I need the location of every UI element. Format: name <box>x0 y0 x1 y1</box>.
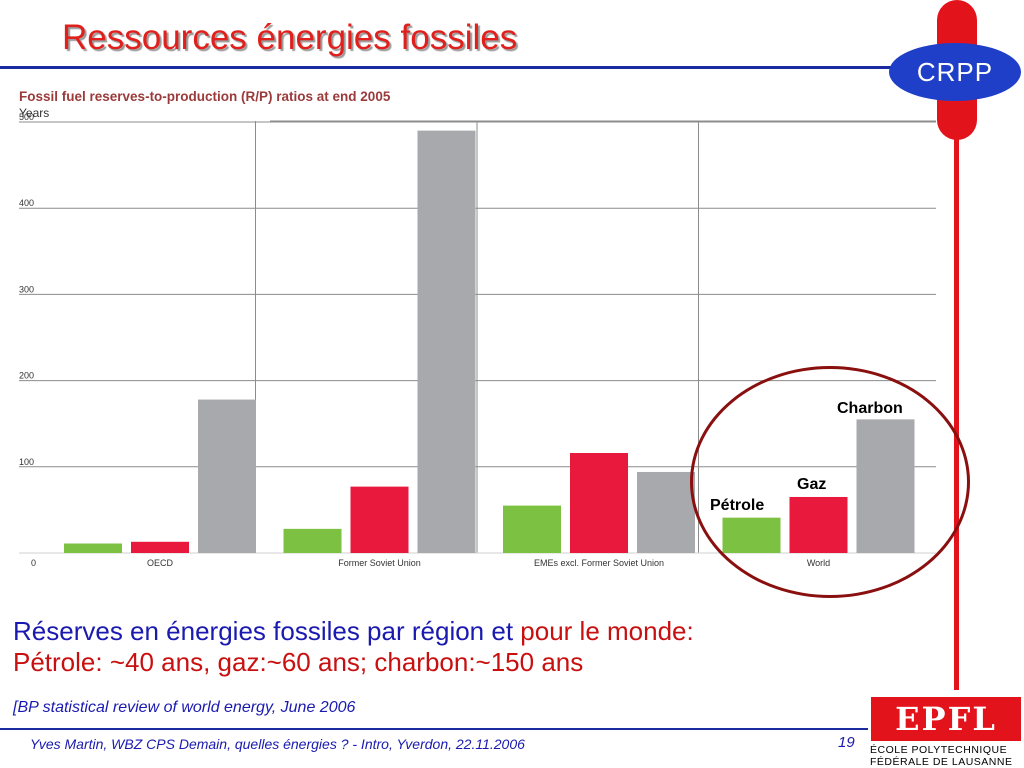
source-citation: [BP statistical review of world energy, … <box>13 699 356 716</box>
petrole-annotation: Pétrole <box>710 497 765 514</box>
bar <box>350 486 409 553</box>
bar-chart: 0 100 200 300 400 500 OECD Former Soviet Union E… <box>19 112 936 568</box>
bar <box>198 399 256 553</box>
bar <box>503 505 561 553</box>
charbon-annotation: Charbon <box>837 400 903 417</box>
title-divider <box>0 66 900 69</box>
x-tick-label: EMEs excl. Former Soviet Union <box>534 558 664 568</box>
bar <box>637 471 695 553</box>
x-tick-label: Former Soviet Union <box>338 558 421 568</box>
summary-line-1-part-a: Réserves en énergies fossiles par région… <box>13 616 514 646</box>
epfl-name-line-1: ÉCOLE POLYTECHNIQUE <box>870 744 1008 756</box>
x-tick-label: OECD <box>147 558 174 568</box>
bar <box>131 541 189 553</box>
y-tick-label: 500 <box>19 112 34 122</box>
y-tick-label: 400 <box>19 198 34 208</box>
y-axis-unit-label: Years <box>19 106 50 120</box>
epfl-name: ÉCOLE POLYTECHNIQUE FÉDÉRALE DE LAUSANNE <box>870 744 1012 768</box>
bar <box>283 528 342 553</box>
y-tick-label: 100 <box>19 457 34 467</box>
gaz-annotation: Gaz <box>797 476 827 493</box>
bar <box>417 130 476 553</box>
crpp-logo: CRPP <box>889 43 1021 101</box>
footer-text: Yves Martin, WBZ CPS Demain, quelles éne… <box>30 736 525 752</box>
bar <box>570 453 628 553</box>
epfl-logo: EPFL <box>871 697 1021 741</box>
footer-divider <box>0 728 868 730</box>
decorative-red-line <box>954 130 959 690</box>
chart-title: Fossil fuel reserves-to-production (R/P)… <box>19 89 391 104</box>
world-highlight-circle <box>690 366 970 598</box>
y-tick-label: 200 <box>19 371 34 381</box>
bar <box>64 543 122 553</box>
summary-line-2: Pétrole: ~40 ans, gaz:~60 ans; charbon:~… <box>13 647 584 677</box>
slide-title: Ressources énergies fossiles <box>62 18 518 57</box>
y-tick-label: 300 <box>19 284 34 294</box>
epfl-name-line-2: FÉDÉRALE DE LAUSANNE <box>870 756 1013 768</box>
summary-line-1-part-b: pour le monde: <box>520 616 694 646</box>
y-tick-label: 0 <box>31 558 36 568</box>
page-number: 19 <box>838 734 855 751</box>
summary-text: Réserves en énergies fossiles par région… <box>13 616 694 678</box>
summary-line-1: Réserves en énergies fossiles par région… <box>13 616 694 647</box>
